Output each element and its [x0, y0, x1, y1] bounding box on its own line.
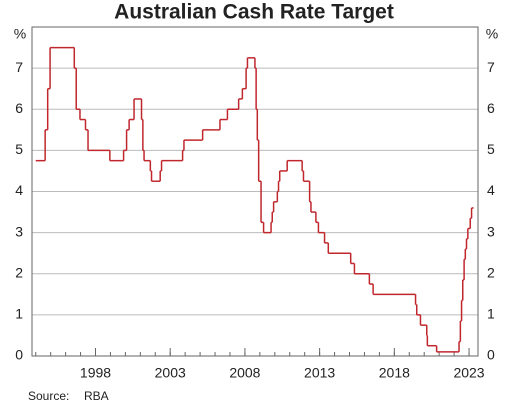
y-tick-label: 5	[15, 141, 23, 157]
y-unit: %	[14, 26, 26, 42]
y-tick-label: 3	[15, 223, 23, 239]
y-tick-label: 7	[15, 59, 23, 75]
y2-tick-label: 5	[487, 141, 495, 157]
y-tick-label: 1	[15, 306, 23, 322]
y2-tick-label: 6	[487, 100, 495, 116]
source-label: Source:	[28, 389, 69, 403]
y2-tick-label: 0	[487, 347, 495, 363]
x-tick-label: 2013	[304, 365, 335, 381]
x-tick-label: 2023	[453, 365, 484, 381]
plot-frame	[31, 26, 479, 357]
y2-tick-label: 2	[487, 264, 495, 280]
y-tick-label: 4	[15, 182, 23, 198]
chart-title: Australian Cash Rate Target	[114, 1, 394, 24]
y2-tick-label: 1	[487, 306, 495, 322]
y2-tick-label: 4	[487, 182, 495, 198]
y-tick-label: 0	[15, 347, 23, 363]
source: RBA	[84, 389, 109, 403]
y2-tick-label: 7	[487, 59, 495, 75]
y-tick-label: 2	[15, 264, 23, 280]
x-tick-label: 2008	[229, 365, 260, 381]
y2-unit: %	[486, 26, 498, 42]
x-tick-label: 2018	[379, 365, 410, 381]
y2-tick-label: 3	[487, 223, 495, 239]
x-tick-label: 2003	[155, 365, 186, 381]
x-tick-label: 1998	[80, 365, 111, 381]
y-tick-label: 6	[15, 100, 23, 116]
